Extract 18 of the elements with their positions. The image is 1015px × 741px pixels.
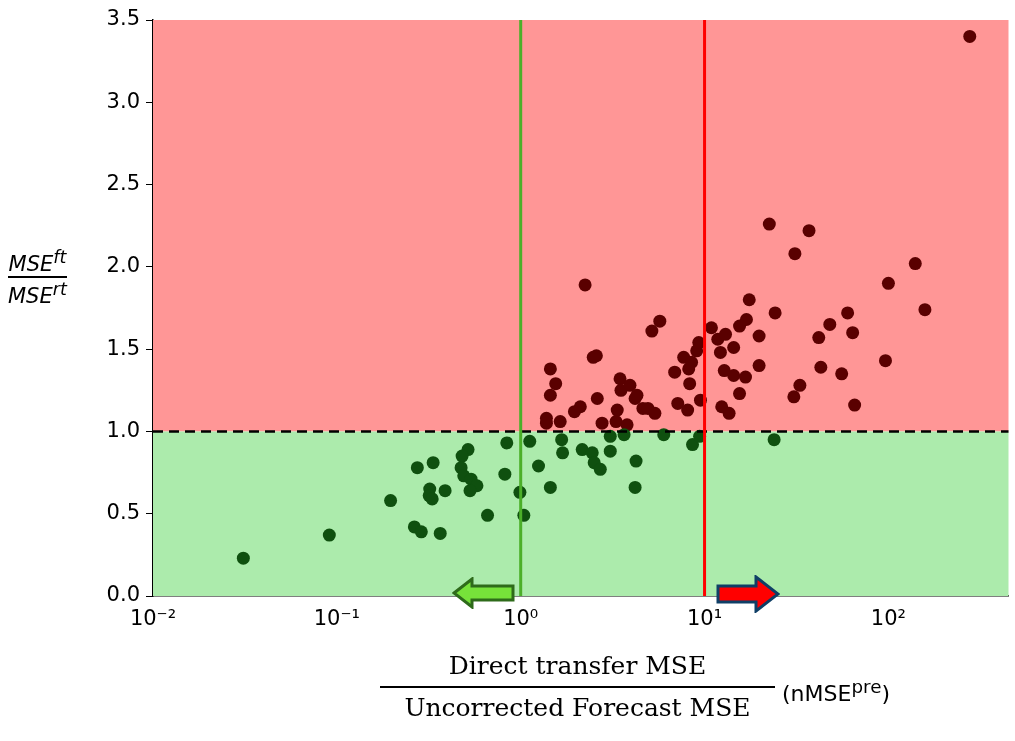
y-tick-label: 3.0 <box>106 88 140 113</box>
x-tick-label: 10² <box>870 606 906 631</box>
text: (nMSE$^{pre}$) <box>782 676 891 707</box>
y-tick-label: 0.5 <box>106 500 140 525</box>
text: MSE$^{rt}$ <box>8 277 67 308</box>
y-axis-title: MSE$^{ft}$ <box>8 246 67 276</box>
x-tick-label: 10⁻² <box>129 606 177 631</box>
y-tick-label: 0.0 <box>106 582 140 607</box>
y-tick-label: 2.0 <box>106 253 140 278</box>
x-tick-label: 10¹ <box>686 606 723 631</box>
y-tick-label: 2.5 <box>106 171 140 196</box>
y-tick-label: 1.0 <box>106 417 140 442</box>
y-tick-label: 1.5 <box>106 335 140 360</box>
y-tick-label: 3.5 <box>106 6 140 31</box>
x-tick-label: 10⁻¹ <box>313 606 360 631</box>
x-tick-label: 10⁰ <box>503 606 539 631</box>
text: Uncorrected Forecast MSE <box>403 692 752 724</box>
x-axis-title: Direct transfer MSE <box>447 650 708 682</box>
